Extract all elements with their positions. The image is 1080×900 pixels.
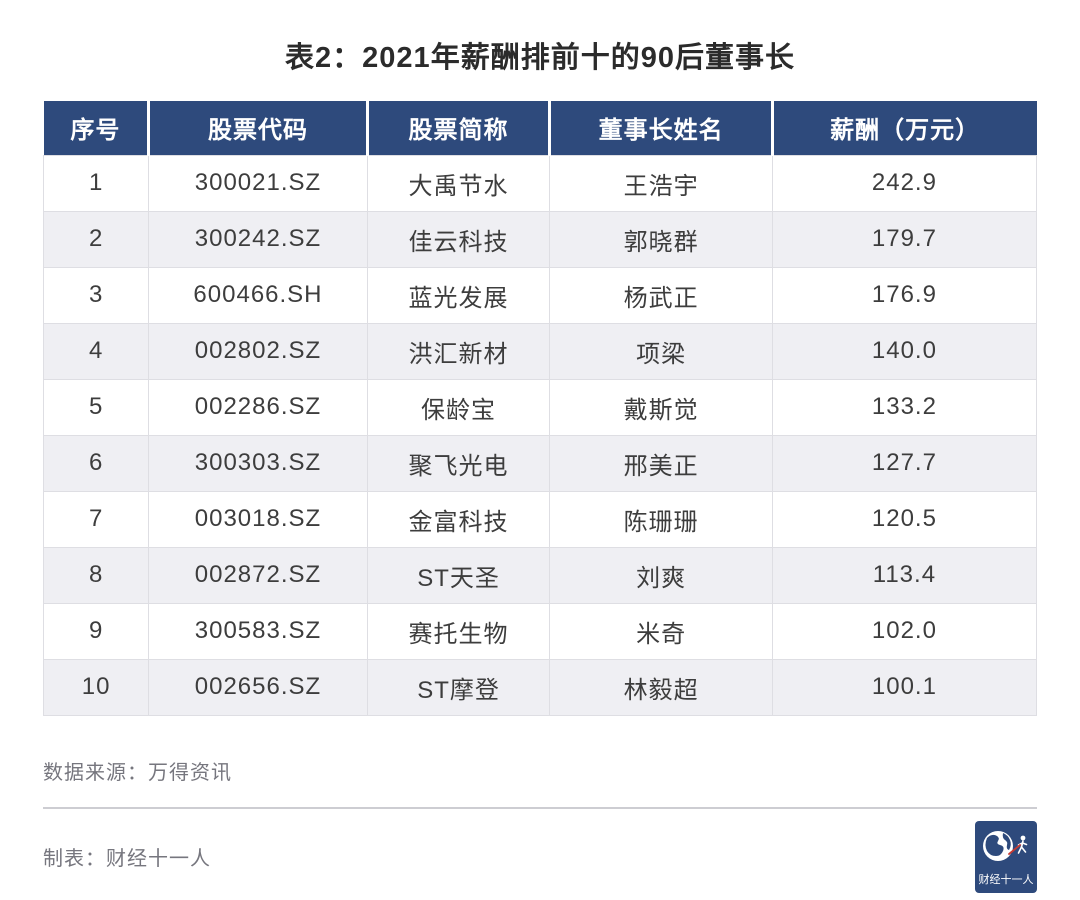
cell-stock-code: 600466.SH bbox=[148, 266, 368, 324]
runner-icon bbox=[1017, 835, 1028, 854]
table-row: 9 300583.SZ 赛托生物 米奇 102.0 bbox=[42, 602, 1038, 660]
cell-stock-code: 300303.SZ bbox=[148, 434, 368, 492]
cell-stock-name: ST摩登 bbox=[366, 658, 551, 716]
cell-stock-name: 金富科技 bbox=[366, 490, 551, 548]
credit-row: 制表：财经十一人 财经十一人 bbox=[43, 820, 1037, 893]
cell-stock-code: 002872.SZ bbox=[148, 546, 368, 604]
publisher-logo: 财经十一人 bbox=[975, 820, 1037, 893]
divider bbox=[43, 806, 1037, 809]
cell-chairman-name: 戴斯觉 bbox=[549, 378, 773, 436]
cell-salary: 102.0 bbox=[771, 602, 1038, 660]
cell-salary: 100.1 bbox=[771, 658, 1038, 716]
cell-chairman-name: 邢美正 bbox=[549, 434, 773, 492]
cell-stock-name: 蓝光发展 bbox=[366, 266, 551, 324]
cell-stock-name: 佳云科技 bbox=[366, 210, 551, 268]
header-cell-rank: 序号 bbox=[43, 101, 149, 155]
table-row: 5 002286.SZ 保龄宝 戴斯觉 133.2 bbox=[42, 378, 1038, 436]
cell-rank: 5 bbox=[42, 378, 150, 436]
cell-rank: 9 bbox=[42, 602, 150, 660]
table-header-row: 序号 股票代码 股票简称 董事长姓名 薪酬（万元） bbox=[43, 101, 1037, 155]
globe-icon bbox=[983, 830, 1013, 861]
table-body: 1 300021.SZ 大禹节水 王浩宇 242.9 2 300242.SZ 佳云科技 郭晓群 1… bbox=[42, 154, 1038, 716]
cell-salary: 133.2 bbox=[771, 378, 1038, 436]
cell-chairman-name: 郭晓群 bbox=[549, 210, 773, 268]
cell-chairman-name: 项梁 bbox=[549, 322, 773, 380]
table-row: 6 300303.SZ 聚飞光电 邢美正 127.7 bbox=[42, 434, 1038, 492]
cell-rank: 8 bbox=[42, 546, 150, 604]
cell-stock-name: 保龄宝 bbox=[366, 378, 551, 436]
cell-stock-code: 300242.SZ bbox=[148, 210, 368, 268]
cell-stock-code: 002656.SZ bbox=[148, 658, 368, 716]
cell-chairman-name: 米奇 bbox=[549, 602, 773, 660]
logo-accent-line bbox=[1008, 843, 1021, 855]
cell-salary: 176.9 bbox=[771, 266, 1038, 324]
table-row: 2 300242.SZ 佳云科技 郭晓群 179.7 bbox=[42, 210, 1038, 268]
cell-stock-code: 300021.SZ bbox=[148, 154, 368, 212]
cell-rank: 10 bbox=[42, 658, 150, 716]
page-title: 表2：2021年薪酬排前十的90后董事长 bbox=[285, 42, 795, 74]
header-cell-salary: 薪酬（万元） bbox=[770, 101, 1037, 155]
cell-stock-code: 002802.SZ bbox=[148, 322, 368, 380]
cell-rank: 2 bbox=[42, 210, 150, 268]
table-row: 3 600466.SH 蓝光发展 杨武正 176.9 bbox=[42, 266, 1038, 324]
header-cell-code: 股票代码 bbox=[147, 101, 368, 155]
header-cell-chairman: 董事长姓名 bbox=[548, 101, 773, 155]
table-row: 7 003018.SZ 金富科技 陈珊珊 120.5 bbox=[42, 490, 1038, 548]
data-source-note: 数据来源：万得资讯 bbox=[43, 761, 232, 784]
cell-stock-code: 002286.SZ bbox=[148, 378, 368, 436]
salary-table: 序号 股票代码 股票简称 董事长姓名 薪酬（万元） 1 300021.SZ 大禹节水… bbox=[42, 101, 1038, 716]
cell-stock-code: 300583.SZ bbox=[148, 602, 368, 660]
table-row: 8 002872.SZ ST天圣 刘爽 113.4 bbox=[42, 546, 1038, 604]
cell-salary: 127.7 bbox=[771, 434, 1038, 492]
cell-rank: 6 bbox=[42, 434, 150, 492]
header-cell-name: 股票简称 bbox=[365, 101, 550, 155]
cell-stock-name: 赛托生物 bbox=[366, 602, 551, 660]
cell-stock-code: 003018.SZ bbox=[148, 490, 368, 548]
table-row: 4 002802.SZ 洪汇新材 项梁 140.0 bbox=[42, 322, 1038, 380]
cell-salary: 113.4 bbox=[771, 546, 1038, 604]
cell-chairman-name: 刘爽 bbox=[549, 546, 773, 604]
cell-chairman-name: 王浩宇 bbox=[549, 154, 773, 212]
cell-stock-name: ST天圣 bbox=[366, 546, 551, 604]
cell-stock-name: 洪汇新材 bbox=[366, 322, 551, 380]
cell-stock-name: 大禹节水 bbox=[366, 154, 551, 212]
table-row: 10 002656.SZ ST摩登 林毅超 100.1 bbox=[42, 658, 1038, 716]
table-row: 1 300021.SZ 大禹节水 王浩宇 242.9 bbox=[42, 154, 1038, 212]
cell-salary: 120.5 bbox=[771, 490, 1038, 548]
cell-salary: 242.9 bbox=[771, 154, 1038, 212]
cell-chairman-name: 陈珊珊 bbox=[549, 490, 773, 548]
credit-note: 制表：财经十一人 bbox=[43, 848, 211, 870]
cell-chairman-name: 林毅超 bbox=[549, 658, 773, 716]
cell-rank: 1 bbox=[42, 154, 150, 212]
logo-text: 财经十一人 bbox=[979, 872, 1034, 886]
page: 表2：2021年薪酬排前十的90后董事长 序号 股票代码 股票简称 董事长姓名 … bbox=[0, 34, 1080, 893]
cell-salary: 140.0 bbox=[771, 322, 1038, 380]
cell-rank: 3 bbox=[42, 266, 150, 324]
cell-stock-name: 聚飞光电 bbox=[366, 434, 551, 492]
cell-rank: 7 bbox=[42, 490, 150, 548]
cell-salary: 179.7 bbox=[771, 210, 1038, 268]
cell-chairman-name: 杨武正 bbox=[549, 266, 773, 324]
cell-rank: 4 bbox=[42, 322, 150, 380]
